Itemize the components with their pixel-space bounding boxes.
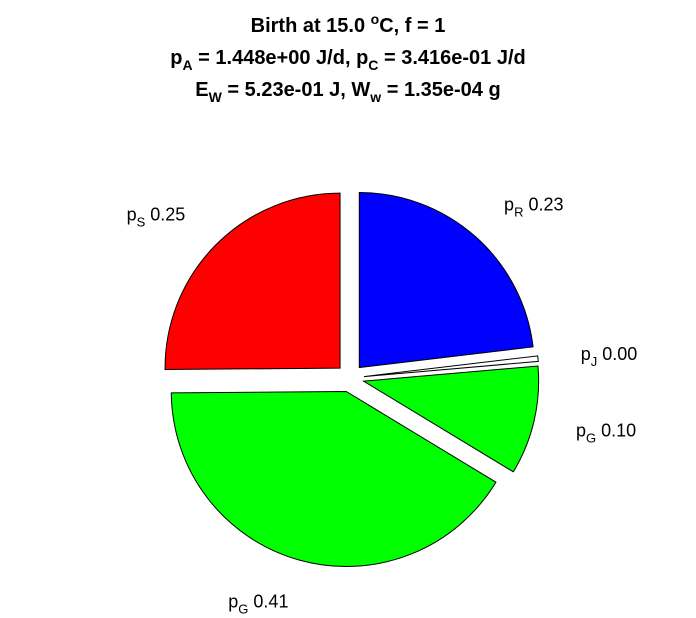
title-EW-value: = 5.23e-01 J, bbox=[221, 79, 352, 101]
title-pC-subscript: C bbox=[368, 57, 379, 73]
title-Ww-symbol: W bbox=[351, 79, 371, 101]
title-line-1: Birth at 15.0 oC, f = 1 bbox=[0, 10, 696, 42]
title-degree-symbol: o bbox=[370, 11, 380, 27]
title-pA-symbol: p bbox=[170, 47, 183, 69]
pie-label-pG-3: pG 0.41 bbox=[228, 592, 288, 617]
pie-slice-pS-4 bbox=[164, 192, 341, 371]
chart-title: Birth at 15.0 oC, f = 1 pA = 1.448e+00 J… bbox=[0, 10, 696, 106]
pie-label-pS-4: pS 0.25 bbox=[127, 205, 186, 230]
pie-slice-pR-0 bbox=[358, 192, 534, 369]
title-line-1-after: C, f = 1 bbox=[379, 15, 446, 37]
title-line-2: pA = 1.448e+00 J/d, pC = 3.416e-01 J/d bbox=[0, 42, 696, 74]
title-EW-symbol: E bbox=[195, 79, 209, 101]
title-pA-value: = 1.448e+00 J/d, bbox=[192, 47, 357, 69]
pie-slice-pG-2 bbox=[362, 365, 540, 473]
title-Ww-subscript: w bbox=[370, 89, 382, 105]
pie-label-pR-0: pR 0.23 bbox=[504, 195, 563, 220]
title-EW-subscript: W bbox=[208, 89, 222, 105]
title-Ww-value: = 1.35e-04 g bbox=[381, 79, 501, 101]
pie-slice-pG-3 bbox=[170, 390, 497, 567]
pie-slice-pJ-1 bbox=[363, 355, 539, 378]
title-line-3: EW = 5.23e-01 J, Ww = 1.35e-04 g bbox=[0, 74, 696, 106]
pie-label-pJ-1: pJ 0.00 bbox=[581, 344, 638, 369]
pie-label-pG-2: pG 0.10 bbox=[576, 421, 636, 446]
title-line-1-text: Birth at 15.0 bbox=[250, 15, 371, 37]
title-pC-symbol: p bbox=[356, 47, 369, 69]
title-pA-subscript: A bbox=[182, 57, 193, 73]
title-pC-value: = 3.416e-01 J/d bbox=[378, 47, 526, 69]
